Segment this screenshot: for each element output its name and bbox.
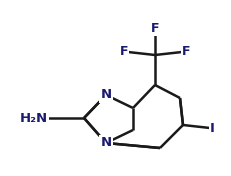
Text: N: N	[100, 89, 111, 102]
Text: H₂N: H₂N	[20, 112, 48, 124]
Text: F: F	[150, 21, 158, 34]
Text: I: I	[209, 121, 214, 134]
Text: F: F	[119, 46, 128, 58]
Text: N: N	[100, 137, 111, 149]
Text: F: F	[181, 46, 190, 58]
